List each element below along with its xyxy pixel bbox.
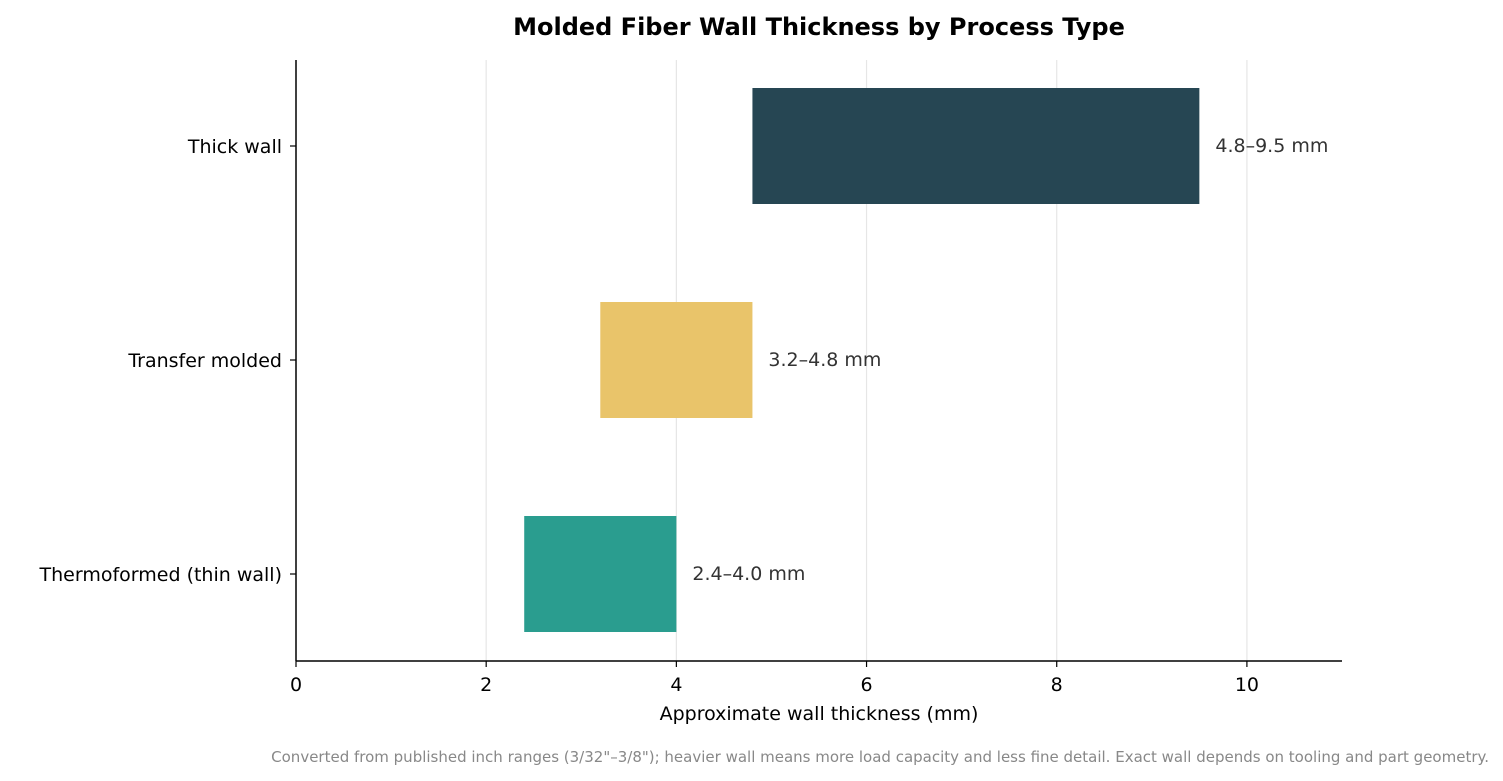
bar-data-label: 4.8–9.5 mm bbox=[1215, 135, 1328, 157]
range-bar bbox=[752, 88, 1200, 204]
x-axis-label: Approximate wall thickness (mm) bbox=[660, 703, 979, 725]
range-bar bbox=[524, 516, 677, 632]
y-tick-label: Thick wall bbox=[187, 136, 282, 158]
y-axis-ticks: Thick wall Transfer molded Thermoformed (t… bbox=[39, 136, 296, 586]
range-bar bbox=[600, 302, 753, 418]
x-tick-label: 4 bbox=[670, 674, 682, 696]
bar-data-label: 2.4–4.0 mm bbox=[692, 563, 805, 585]
bar-data-label: 3.2–4.8 mm bbox=[768, 349, 881, 371]
x-tick-label: 10 bbox=[1235, 674, 1259, 696]
x-axis-ticks: 0 2 4 6 8 10 bbox=[290, 661, 1259, 696]
x-tick-label: 6 bbox=[860, 674, 872, 696]
x-tick-label: 2 bbox=[480, 674, 492, 696]
data-labels: 4.8–9.5 mm 3.2–4.8 mm 2.4–4.0 mm bbox=[692, 135, 1328, 585]
chart-title: Molded Fiber Wall Thickness by Process T… bbox=[513, 13, 1125, 41]
x-tick-label: 8 bbox=[1051, 674, 1063, 696]
range-bars bbox=[524, 88, 1200, 632]
x-tick-label: 0 bbox=[290, 674, 302, 696]
y-tick-label: Thermoformed (thin wall) bbox=[39, 564, 282, 586]
footnote: Converted from published inch ranges (3/… bbox=[271, 748, 1489, 766]
y-tick-label: Transfer molded bbox=[127, 350, 282, 372]
